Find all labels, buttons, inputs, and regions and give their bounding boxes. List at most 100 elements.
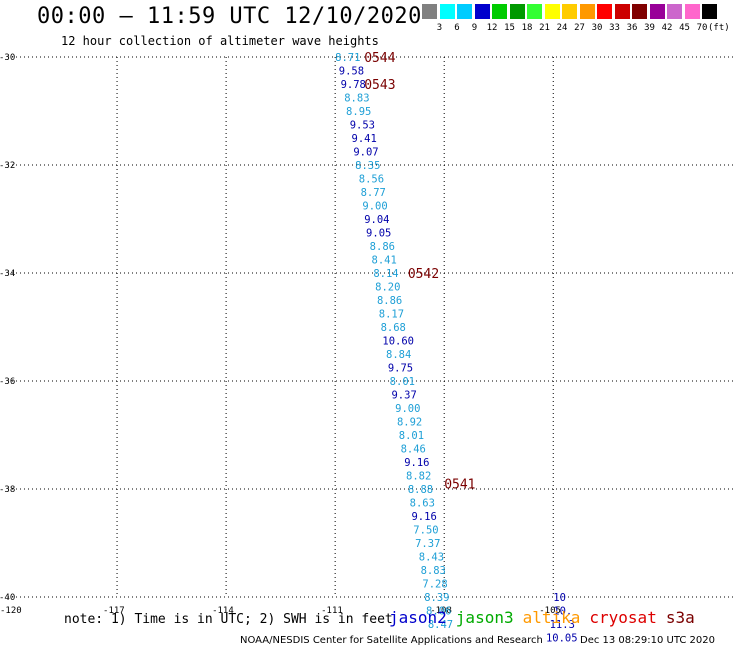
wave-height-value: 8.43 [419, 552, 444, 564]
wave-height-value: 9.07 [353, 147, 378, 159]
y-tick-label: -30 [0, 53, 15, 63]
wave-height-value: 9.00 [362, 201, 387, 213]
wave-height-value: 9.75 [388, 363, 413, 375]
legend-swatch [457, 4, 472, 19]
x-tick-label: -108 [430, 606, 452, 616]
wave-height-value: 8.86 [377, 295, 402, 307]
wave-height-value: 8.82 [406, 471, 431, 483]
legend-label: 36 [626, 23, 638, 33]
legend-swatch [632, 4, 647, 19]
wave-height-value: 9.04 [364, 214, 389, 226]
x-tick-label: -120 [0, 606, 22, 616]
wave-height-value: 8.86 [370, 241, 395, 253]
legend-label: 6 [454, 23, 460, 33]
wave-height-value: 8.47 [428, 619, 453, 631]
legend-swatch [492, 4, 507, 19]
satellite-name: jason3 [455, 608, 514, 627]
satellite-name: jason2 [389, 608, 447, 627]
legend-swatch [439, 4, 455, 19]
wave-height-value: 8.63 [410, 498, 435, 510]
legend-label: 42 [661, 23, 673, 33]
y-tick-label: -36 [0, 377, 15, 387]
wave-height-value: 8.17 [379, 309, 404, 321]
y-tick-label: -40 [0, 593, 15, 603]
wave-height-value: 9.78 [341, 79, 366, 91]
legend-label: 12 [486, 23, 498, 33]
wave-height-value: 8.83 [421, 565, 446, 577]
legend-label: 9 [471, 23, 478, 33]
wave-height-value: 8.06 [426, 606, 451, 618]
wave-height-value: 9.00 [395, 403, 420, 415]
satellite-name: cryosat [589, 608, 657, 627]
time-label: 0543 [364, 78, 395, 93]
wave-height-value: 7.50 [413, 525, 438, 537]
chart-subtitle: 12 hour collection of altimeter wave hei… [61, 34, 379, 48]
wave-height-value: 8.39 [424, 592, 449, 604]
satellite-name: s3a [665, 608, 695, 627]
time-label: 0544 [364, 51, 395, 66]
wave-height-value: 9.41 [352, 133, 377, 145]
wave-height-value: 10.60 [382, 336, 414, 348]
x-tick-label: -105 [539, 606, 561, 616]
legend-swatch [597, 4, 612, 19]
wave-height-value: 8.95 [346, 106, 371, 118]
wave-height-value: 9.16 [411, 511, 436, 523]
timestamp-text: Dec 13 08:29:10 UTC 2020 [580, 635, 715, 646]
legend-label: 70 [696, 23, 708, 33]
legend-label: 27 [574, 23, 585, 33]
legend-swatch [684, 4, 700, 19]
legend-label: 45 [679, 23, 690, 33]
y-tick-label: -38 [0, 485, 15, 495]
wave-height-value: 8.20 [375, 282, 400, 294]
legend-swatch [614, 4, 630, 19]
legend-swatch [509, 4, 525, 19]
credit-text: NOAA/NESDIS Center for Satellite Applica… [240, 635, 543, 646]
axis-ticks: -120 -117 -114 -111 -108 -105 -30 -32 -34 -36 -38 -… [0, 53, 561, 616]
wave-height-value: 9.16 [404, 457, 429, 469]
wave-height-value: 11.3 [550, 619, 575, 631]
wave-height-value: 8.46 [401, 444, 426, 456]
wave-height-value: 10.05 [546, 633, 578, 645]
satellite-name: altika [522, 608, 581, 627]
wave-height-value: 8.68 [381, 322, 406, 334]
legend-swatch [474, 4, 490, 19]
legend-swatch [562, 4, 577, 19]
wave-height-value: 8.01 [399, 430, 424, 442]
wave-height-value: 8.35 [355, 160, 380, 172]
wave-height-value: 9.53 [350, 120, 375, 132]
legend-label: 39 [644, 23, 655, 33]
wave-height-value: 8.01 [390, 376, 415, 388]
legend-label: 24 [556, 23, 568, 33]
satellite-legend: jason2 jason3 altika cryosat s3a [389, 608, 704, 627]
legend-unit: (ft) [708, 23, 730, 33]
legend-swatch [544, 4, 560, 19]
y-tick-label: -34 [0, 269, 15, 279]
legend-swatch [702, 4, 717, 19]
wave-height-value: 7.37 [415, 538, 440, 550]
legend-label: 18 [521, 23, 533, 33]
note-text: note: 1) Time is in UTC; 2) SWH is in fe… [64, 612, 393, 627]
x-tick-label: -117 [103, 606, 125, 616]
wave-height-value: 8.71 [335, 52, 360, 64]
legend-swatch [527, 4, 542, 19]
legend-swatch [649, 4, 665, 19]
wave-height-value: 9.37 [391, 390, 416, 402]
time-labels: 0544 0543 0542 0541 [364, 51, 475, 493]
y-tick-label: -32 [0, 161, 15, 171]
x-tick-label: -114 [212, 606, 234, 616]
wave-height-value: 8.88 [408, 484, 433, 496]
time-label: 0542 [408, 267, 439, 282]
wave-height-value: 8.92 [397, 417, 422, 429]
wave-height-value: 8.56 [359, 174, 384, 186]
wave-height-value: 10 [553, 592, 566, 604]
wave-height-value: 9.58 [339, 66, 364, 78]
wave-height-value: 8.14 [373, 268, 398, 280]
wave-height-value: 10. [553, 606, 572, 618]
wave-height-value: 8.84 [386, 349, 411, 361]
wave-height-points: 8.71 9.589.78 8.83 8.95 9.539.41 9.078.35 8.56… [335, 52, 577, 645]
legend-swatch [422, 4, 437, 19]
legend-label: 30 [591, 23, 603, 33]
time-label: 0541 [444, 478, 475, 493]
legend-label: 15 [504, 23, 515, 33]
